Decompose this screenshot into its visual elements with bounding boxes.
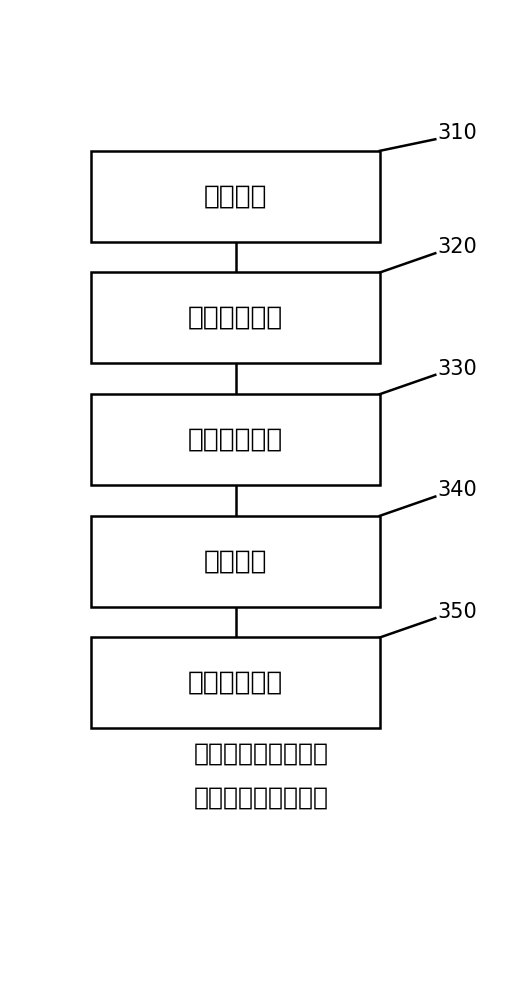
Text: 320: 320 — [436, 237, 476, 257]
Bar — [91, 394, 379, 485]
Bar — [91, 637, 379, 728]
Text: 第一变换单元: 第一变换单元 — [188, 305, 283, 331]
Text: 330: 330 — [436, 359, 476, 379]
Text: 第二计算单元: 第二计算单元 — [188, 670, 283, 696]
Bar — [91, 151, 379, 242]
Text: 确定单元: 确定单元 — [204, 548, 267, 574]
Text: 350: 350 — [436, 602, 476, 622]
Text: 340: 340 — [436, 480, 476, 500]
Bar — [91, 272, 379, 363]
Text: 复位单元: 复位单元 — [204, 183, 267, 209]
Bar — [91, 516, 379, 607]
Text: 基于永磁同步电机的: 基于永磁同步电机的 — [193, 742, 328, 766]
Text: 310: 310 — [436, 123, 476, 143]
Text: 第一计算单元: 第一计算单元 — [188, 427, 283, 453]
Text: 转子位置角确定装置: 转子位置角确定装置 — [193, 786, 328, 810]
